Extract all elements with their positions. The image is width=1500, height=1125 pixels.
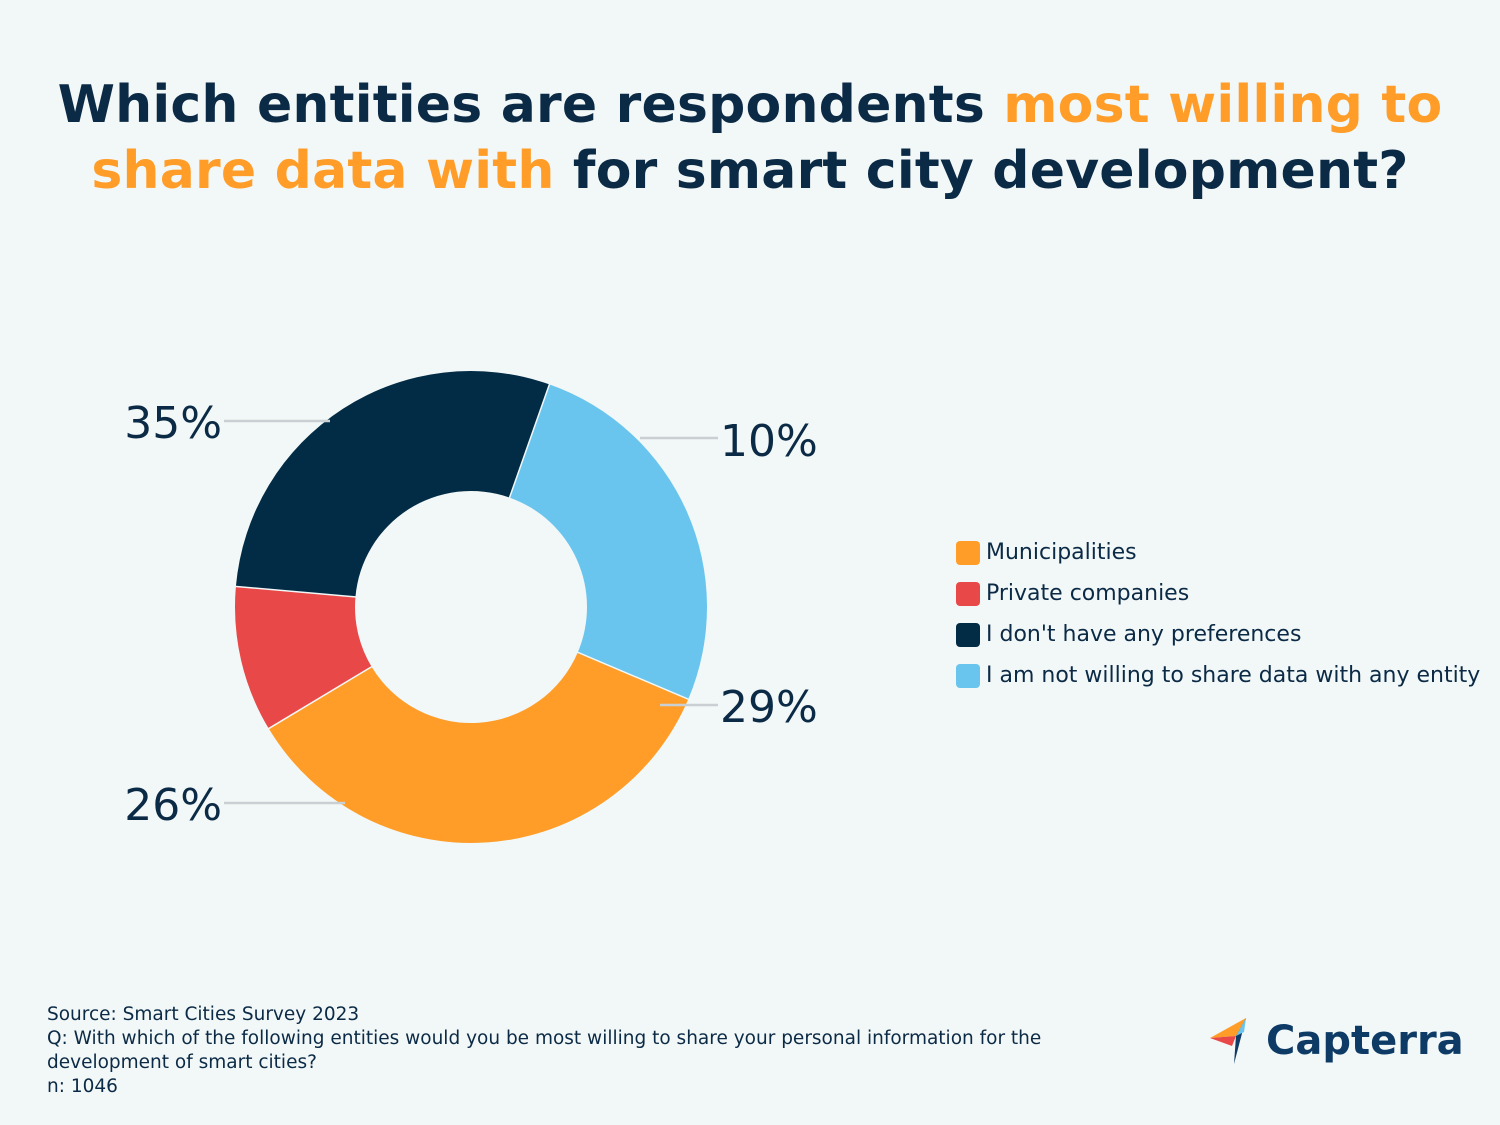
legend-item-municipalities: Municipalities [956, 532, 1480, 573]
legend-label: I don't have any preferences [986, 622, 1302, 647]
brand-name: Capterra [1266, 1018, 1464, 1064]
title-part-1: Which entities are respondents [57, 75, 1004, 135]
title-part-2: for smart city development? [554, 141, 1409, 201]
question-text: Q: With which of the following entities … [47, 1028, 1042, 1073]
legend-swatch [956, 622, 980, 647]
capterra-logo: Capterra [1210, 1014, 1464, 1068]
slice-value-label: 26% [124, 780, 222, 831]
legend-label: Municipalities [986, 540, 1137, 565]
slice-separator [576, 651, 690, 701]
slice-separator [234, 585, 357, 598]
legend-swatch [956, 581, 980, 606]
legend-item-no-preferences: I don't have any preferences [956, 614, 1480, 655]
donut-slices [234, 370, 707, 843]
slice-value-label: 29% [720, 682, 818, 733]
legend-swatch [956, 540, 980, 565]
slice-labels: 35% 10% 29% 26% [124, 398, 818, 831]
sample-size-text: n: 1046 [47, 1076, 118, 1097]
legend-item-private-companies: Private companies [956, 573, 1480, 614]
source-text: Source: Smart Cities Survey 2023 [47, 1004, 360, 1025]
title-highlight-2: share data with [91, 141, 555, 201]
title-highlight-1: most willing to [1003, 75, 1443, 135]
legend-swatch [956, 663, 980, 688]
slice-private-companies [235, 586, 372, 729]
leader-lines [224, 419, 718, 805]
chart-footer: Source: Smart Cities Survey 2023 Q: With… [47, 1003, 1087, 1099]
slice-separator [508, 383, 551, 499]
slice-separator [267, 665, 373, 730]
slice-not-willing [509, 384, 707, 700]
legend-label: I am not willing to share data with any … [986, 663, 1481, 688]
slice-value-label: 10% [720, 416, 818, 467]
legend-label: Private companies [986, 581, 1190, 606]
chart-title: Which entities are respondents most will… [40, 72, 1460, 204]
slice-no-preferences [235, 370, 550, 597]
chart-legend: Municipalities Private companies I don't… [956, 532, 1480, 696]
slice-value-label: 35% [124, 398, 222, 449]
capterra-arrow-icon [1210, 1018, 1246, 1064]
legend-item-not-willing: I am not willing to share data with any … [956, 655, 1480, 696]
slice-municipalities [268, 652, 689, 843]
